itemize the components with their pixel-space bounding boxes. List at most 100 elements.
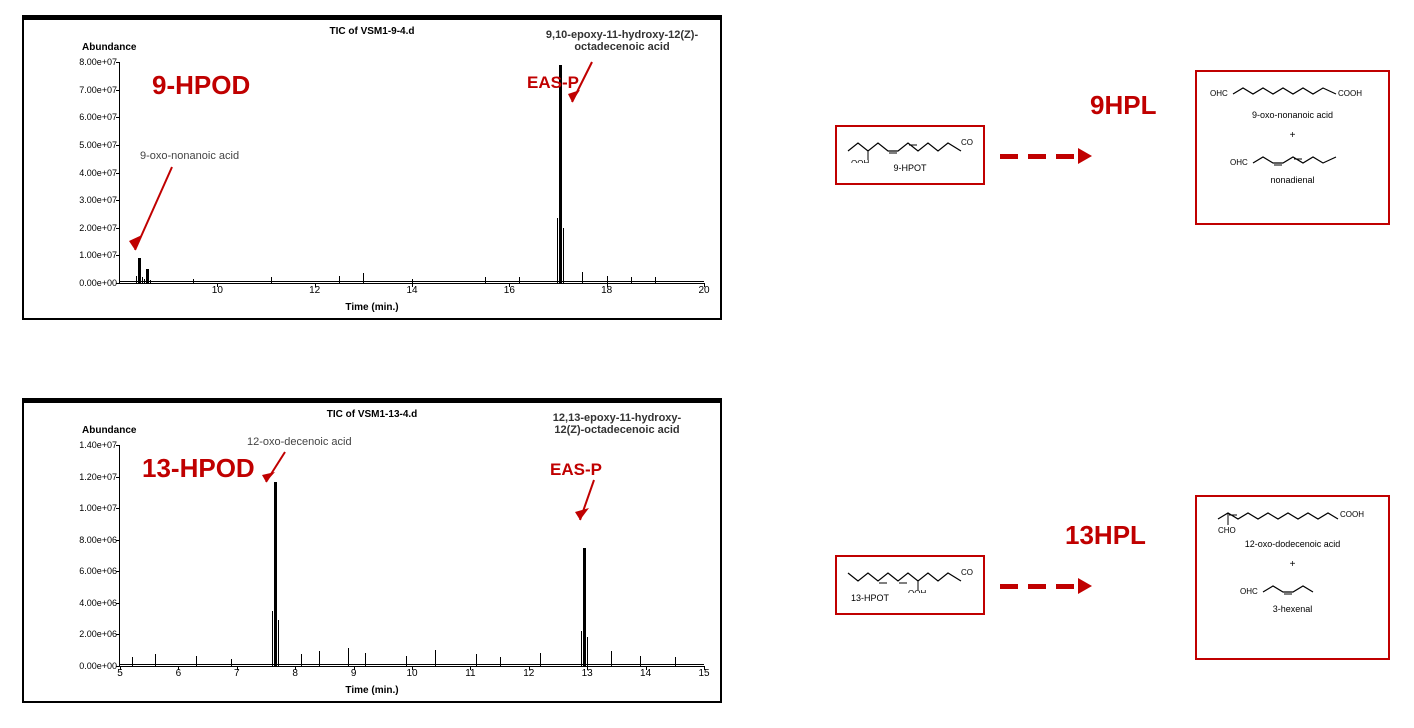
noise-peak xyxy=(196,656,197,666)
ytick-mark xyxy=(116,634,120,635)
ytick-mark xyxy=(116,445,120,446)
dash xyxy=(1000,154,1018,159)
xtick-mark xyxy=(120,666,121,670)
peak-shoulder xyxy=(136,276,137,283)
substrate-name-b: 13-HPOT xyxy=(843,593,977,603)
peak-shoulder xyxy=(278,620,279,666)
peak2-l1-b: 12,13-epoxy-11-hydroxy- 12(Z)-octadeceno… xyxy=(553,412,681,436)
ytick-mark xyxy=(116,117,120,118)
xtick-mark xyxy=(607,283,608,287)
peak-shoulder xyxy=(150,280,151,283)
xlabel-b: Time (min.) xyxy=(345,685,398,696)
svg-text:COOH: COOH xyxy=(961,568,973,577)
ytick-label: 4.00e+06 xyxy=(79,598,117,608)
xtick-mark xyxy=(529,666,530,670)
reaction-label-top: 9HPL xyxy=(1090,90,1156,121)
substrate-box-top: COOH OOH 9-HPOT xyxy=(835,125,985,185)
noise-peak xyxy=(406,656,407,666)
dash xyxy=(1056,584,1074,589)
chart-title-13hpod: 13-HPOD xyxy=(142,453,255,484)
peak-shoulder xyxy=(144,279,145,283)
peak-shoulder xyxy=(272,611,273,666)
plus-b: + xyxy=(1207,559,1378,570)
ytick-mark xyxy=(116,540,120,541)
ytick-mark xyxy=(116,508,120,509)
noise-peak xyxy=(301,654,302,666)
ytick-mark xyxy=(116,255,120,256)
xtick-mark xyxy=(412,666,413,670)
xtick-mark xyxy=(295,666,296,670)
noise-peak xyxy=(485,277,486,283)
ooh: OOH xyxy=(851,159,869,163)
peak-shoulder xyxy=(563,228,564,283)
noise-peak xyxy=(476,654,477,666)
xtick-mark xyxy=(217,283,218,287)
ytick-label: 4.00e+07 xyxy=(79,168,117,178)
dash xyxy=(1028,584,1046,589)
noise-peak xyxy=(132,657,133,666)
prod1-name-b: 12-oxo-dodecenoic acid xyxy=(1207,539,1378,549)
xtick-mark xyxy=(354,666,355,670)
reaction-label-bottom: 13HPL xyxy=(1065,520,1146,551)
xtick-mark xyxy=(178,666,179,670)
arrow-peak1 xyxy=(127,165,187,260)
ytick-label: 1.40e+07 xyxy=(79,440,117,450)
plus: + xyxy=(1207,130,1378,141)
noise-peak xyxy=(631,277,632,283)
ytick-label: 0.00e+00 xyxy=(79,661,117,671)
molecule-9oxo: OHC COOH xyxy=(1208,82,1378,108)
noise-peak xyxy=(412,279,413,283)
noise-peak xyxy=(155,654,156,666)
molecule-12oxo: COOH CHO xyxy=(1208,507,1378,537)
dash-arrow-top xyxy=(1000,148,1092,164)
dash-arrow-bottom xyxy=(1000,578,1092,594)
dash xyxy=(1056,154,1074,159)
xlabel: Time (min.) xyxy=(345,302,398,313)
noise-peak xyxy=(519,277,520,283)
xtick-mark xyxy=(470,666,471,670)
svg-text:OHC: OHC xyxy=(1230,158,1248,167)
arrow-head-icon xyxy=(1078,578,1092,594)
peak-shoulder xyxy=(557,218,558,283)
molecule-13hpot: COOH OOH xyxy=(843,563,973,593)
bottom-chart-border: TIC of VSM1-13-4.d Abundance 0.00e+002.0… xyxy=(22,398,722,703)
chromatogram-peak xyxy=(274,482,277,666)
chromatogram-peak xyxy=(146,269,149,283)
ytick-mark xyxy=(116,62,120,63)
ytick-label: 2.00e+07 xyxy=(79,223,117,233)
substrate-name: 9-HPOT xyxy=(843,163,977,173)
ytick-mark xyxy=(116,571,120,572)
chromatogram-peak xyxy=(559,65,562,283)
peak1-label: 9-oxo-nonanoic acid xyxy=(140,150,239,162)
eas-label-b: EAS-P xyxy=(550,460,602,480)
xtick-mark xyxy=(315,283,316,287)
molecule-hexenal: OHC xyxy=(1238,580,1348,602)
svg-text:OOH: OOH xyxy=(908,589,926,593)
noise-peak xyxy=(193,279,194,283)
baseline xyxy=(120,664,704,665)
product-box-top: OHC COOH 9-oxo-nonanoic acid + OHC nonad… xyxy=(1195,70,1390,225)
ytick-label: 0.00e+00 xyxy=(79,278,117,288)
ytick-label: 1.00e+07 xyxy=(79,250,117,260)
ytick-label: 1.20e+07 xyxy=(79,472,117,482)
product-box-bottom: COOH CHO 12-oxo-dodecenoic acid + OHC 3-… xyxy=(1195,495,1390,660)
ytick-label: 1.00e+07 xyxy=(79,503,117,513)
ytick-mark xyxy=(116,145,120,146)
ytick-label: 3.00e+07 xyxy=(79,195,117,205)
peak2-label-b: 12,13-epoxy-11-hydroxy- 12(Z)-octadeceno… xyxy=(522,412,712,436)
dash xyxy=(1028,154,1046,159)
noise-peak xyxy=(231,659,232,666)
bottom-chart-panel: TIC of VSM1-13-4.d Abundance 0.00e+002.0… xyxy=(22,398,722,703)
chromatogram-peak xyxy=(138,258,141,283)
ytick-mark xyxy=(116,603,120,604)
peak-shoulder xyxy=(587,637,588,666)
ytick-mark xyxy=(116,283,120,284)
chart-title-9hpod: 9-HPOD xyxy=(152,70,250,101)
molecule-9hpot: COOH OOH xyxy=(843,133,973,163)
noise-peak xyxy=(500,657,501,666)
tic-label-b: TIC of VSM1-13-4.d xyxy=(327,409,418,420)
substrate-box-bottom: COOH OOH 13-HPOT xyxy=(835,555,985,615)
xtick-mark xyxy=(704,283,705,287)
ylabel: Abundance xyxy=(82,42,136,53)
noise-peak xyxy=(363,273,364,283)
